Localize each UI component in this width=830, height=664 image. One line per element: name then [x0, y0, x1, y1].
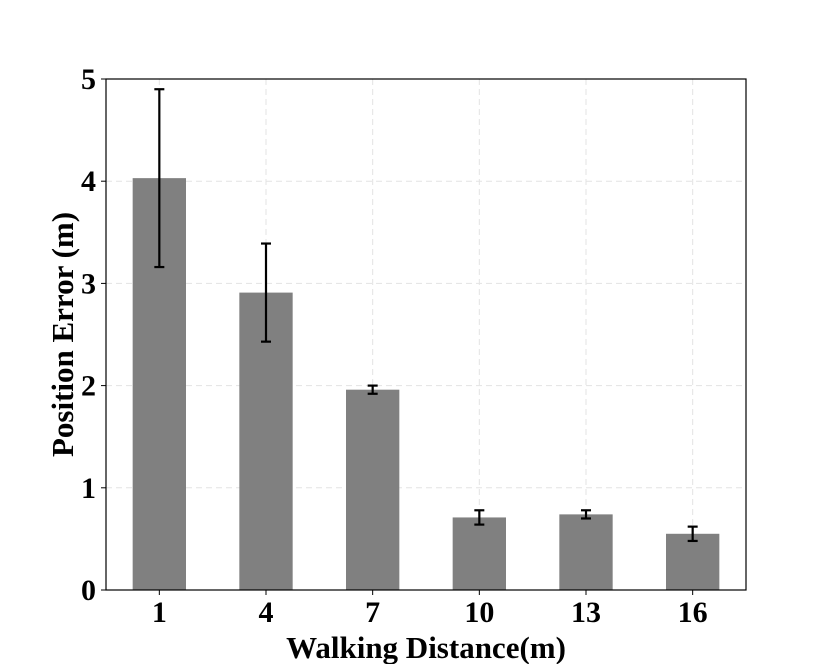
x-tick-label: 7	[365, 596, 380, 629]
bar-10	[452, 517, 506, 590]
gridlines	[106, 78, 746, 591]
bars	[132, 178, 720, 590]
x-tick-label: 13	[571, 596, 601, 629]
bar-7	[346, 389, 400, 590]
y-tick-label: 4	[81, 165, 96, 198]
y-tick-label: 0	[81, 574, 96, 607]
x-tick-label: 16	[678, 596, 708, 629]
y-axis-ticks: 0 1 2 3 4 5	[81, 63, 106, 607]
y-tick-label: 5	[81, 63, 96, 96]
bar-13	[559, 514, 613, 590]
y-tick-label: 3	[81, 267, 96, 300]
error-bars	[154, 88, 698, 543]
y-axis-label: Position Error (m)	[45, 212, 80, 457]
x-axis-label: Walking Distance(m)	[286, 630, 566, 664]
x-tick-label: 4	[259, 596, 274, 629]
y-tick-label: 2	[81, 370, 96, 403]
bar-16	[666, 533, 720, 590]
plot-frame	[105, 78, 747, 591]
x-tick-label: 1	[152, 596, 167, 629]
x-axis-ticks: 1 4 7 10 13 16	[152, 590, 708, 629]
y-tick-label: 1	[81, 472, 96, 505]
x-tick-label: 10	[464, 596, 494, 629]
